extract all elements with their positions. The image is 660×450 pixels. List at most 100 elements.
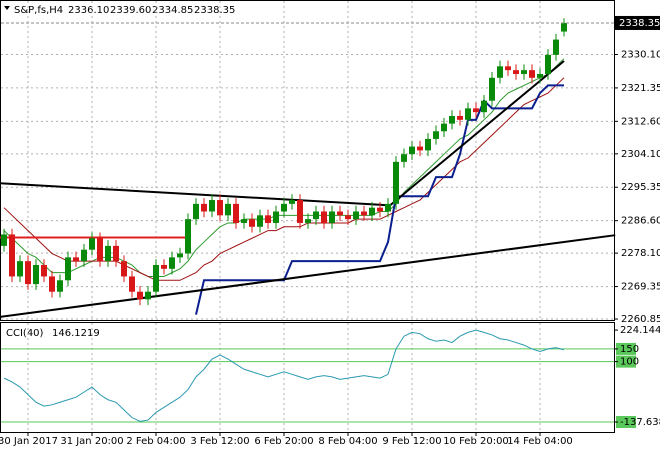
candle-body [401, 154, 407, 162]
y-tick-label: 150 [620, 344, 639, 355]
candle-body [417, 146, 423, 151]
y-tick-label: 2295.35 [621, 182, 660, 193]
cci-line [3, 329, 565, 422]
trendline [0, 182, 391, 207]
candle-body [97, 238, 103, 262]
x-tick-label: 30 Jan 2017 [0, 436, 58, 447]
candle-body [433, 131, 439, 139]
symbol-title: S&P,fs,H4 [14, 5, 63, 16]
candle-body [305, 219, 311, 223]
level-label-box [616, 355, 636, 368]
y-tick-label: -137.6382 [620, 417, 660, 428]
candle-body [89, 238, 95, 250]
indicator-value: 146.1219 [52, 328, 100, 339]
candle-body [393, 161, 399, 204]
candle-body [185, 219, 191, 254]
candle-body [473, 108, 479, 113]
candle-body [369, 207, 375, 216]
candle-body [137, 291, 143, 300]
candle-body [257, 215, 263, 227]
x-tick-label: 14 Feb 04:00 [507, 436, 573, 447]
menu-icon [4, 6, 10, 10]
x-tick-label: 10 Feb 20:00 [443, 436, 509, 447]
candle-body [289, 200, 295, 204]
candle-body [129, 276, 135, 292]
candle-body [217, 200, 223, 216]
candle-body [537, 73, 543, 78]
indicator-title: CCI(40) [6, 328, 44, 339]
candle-body [313, 211, 319, 220]
candle-body [169, 257, 175, 269]
candle-body [337, 211, 343, 216]
candle-body [33, 264, 39, 285]
y-tick-label: 2312.60 [621, 116, 660, 127]
candle-body [561, 22, 567, 32]
candle-body [201, 203, 207, 212]
trendline [0, 234, 616, 318]
y-tick-label: 2321.35 [621, 83, 660, 94]
candle-body [161, 264, 167, 269]
level-label-box [616, 342, 636, 355]
candle-body [345, 215, 351, 220]
last-price-label: 2338.35 [619, 18, 660, 29]
candle-body [193, 203, 199, 220]
y-tick-label: 224.1445 [620, 325, 660, 336]
candle-body [113, 245, 119, 262]
candle-body [281, 203, 287, 212]
candle-body [529, 70, 535, 78]
candle-body [65, 257, 71, 281]
candle-body [297, 200, 303, 223]
main-panel-frame [0, 0, 615, 321]
indicator-line [195, 84, 564, 315]
candle-body [25, 261, 31, 285]
x-tick-label: 6 Feb 20:00 [254, 436, 313, 447]
candle-body [361, 211, 367, 216]
candle-body [49, 276, 55, 292]
candle-body [377, 207, 383, 212]
x-tick-label: 8 Feb 04:00 [318, 436, 377, 447]
candle-body [457, 115, 463, 120]
y-tick-label: 2260.85 [621, 314, 660, 325]
candle-body [41, 264, 47, 277]
y-tick-label: 2278.10 [621, 248, 660, 259]
x-tick-label: 31 Jan 20:00 [60, 436, 123, 447]
candle-body [489, 77, 495, 101]
candle-body [177, 253, 183, 258]
candle-body [225, 203, 231, 216]
level-label-box [616, 415, 636, 428]
candle-body [521, 70, 527, 74]
candle-body [121, 261, 127, 277]
candle-body [321, 211, 327, 223]
candle-body [545, 54, 551, 74]
last-price-box [615, 15, 660, 30]
candle-body [513, 70, 519, 74]
candle-body [505, 66, 511, 71]
candle-body [481, 100, 487, 113]
candle-body [145, 291, 151, 300]
candle-body [497, 66, 503, 78]
candle-body [385, 203, 391, 212]
x-tick-label: 3 Feb 12:00 [190, 436, 249, 447]
candle-body [465, 108, 471, 120]
y-tick-label: 100 [620, 357, 639, 368]
candle-body [9, 234, 15, 277]
y-tick-label: 2304.10 [621, 149, 660, 160]
candle-body [441, 123, 447, 132]
y-tick-label: 2286.60 [621, 216, 660, 227]
candle-body [249, 219, 255, 227]
candle-body [153, 264, 159, 292]
candle-body [409, 146, 415, 155]
candle-body [105, 245, 111, 262]
candle-body [353, 211, 359, 220]
x-tick-label: 2 Feb 04:00 [126, 436, 185, 447]
candle-body [449, 115, 455, 124]
trendline [389, 60, 565, 207]
candle-body [73, 257, 79, 262]
x-tick-label: 9 Feb 12:00 [382, 436, 441, 447]
y-tick-label: 2330.10 [621, 49, 660, 60]
candle-body [17, 261, 23, 277]
candle-body [233, 203, 239, 223]
candle-body [553, 39, 559, 55]
